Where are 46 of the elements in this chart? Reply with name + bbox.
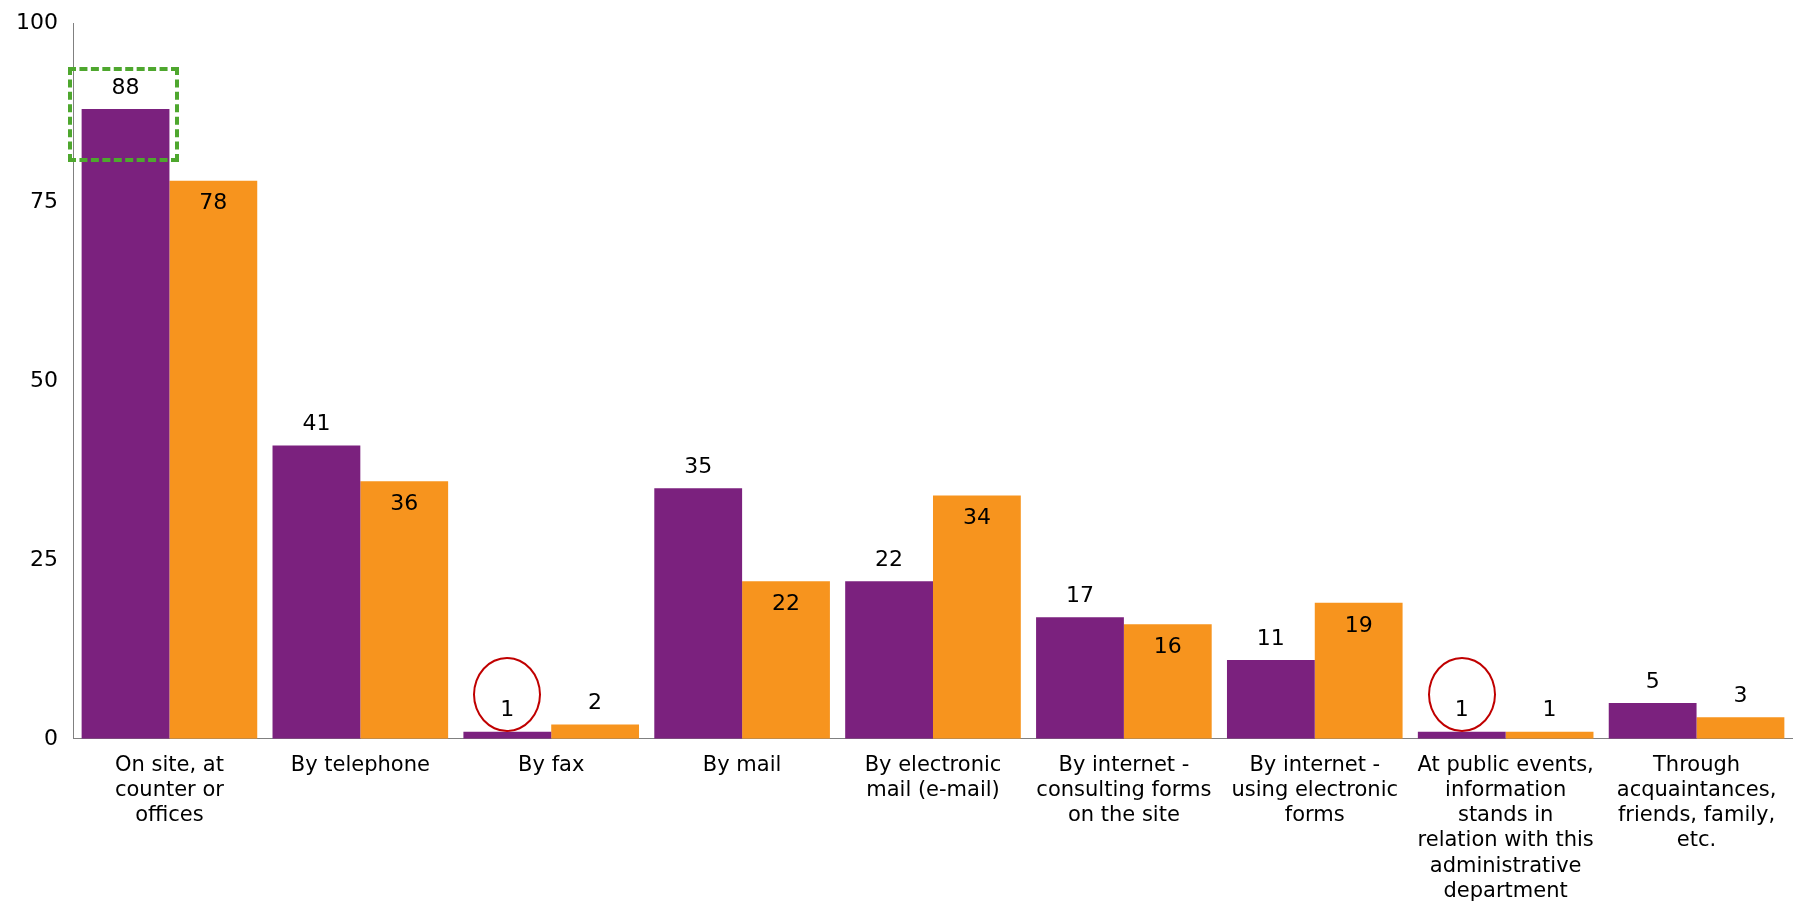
x-tick-label: By fax [518, 751, 585, 776]
data-label: 3 [1733, 682, 1748, 708]
data-label: 41 [302, 410, 331, 436]
y-tick-label: 25 [29, 545, 58, 571]
bar [1123, 624, 1212, 739]
data-label: 88 [111, 73, 140, 99]
y-tick-label: 50 [29, 366, 58, 392]
x-tick-label: At public events, information stands in relation with this administrative department [1417, 751, 1594, 902]
bar [169, 180, 258, 739]
data-label: 78 [199, 189, 228, 215]
data-label: 19 [1344, 611, 1373, 637]
data-label: 17 [1065, 581, 1094, 607]
bar [654, 488, 743, 739]
bar [742, 581, 830, 739]
data-label: 22 [875, 546, 904, 572]
y-tick-label: 75 [29, 187, 58, 213]
bar [551, 724, 640, 739]
data-label: 34 [962, 504, 991, 530]
bar [1036, 617, 1124, 739]
bar [1696, 717, 1785, 739]
data-label: 2 [588, 689, 603, 715]
x-tick-label: By mail [702, 751, 782, 776]
bar [933, 495, 1021, 739]
x-tick-label: By electronic mail (e-mail) [864, 751, 1002, 802]
data-label: 1 [500, 696, 515, 722]
bar [360, 481, 449, 739]
bar [1226, 660, 1315, 739]
x-tick-label: Through acquaintances, friends, family, etc. [1616, 751, 1777, 852]
data-label: 22 [772, 590, 801, 616]
data-label: 1 [1542, 696, 1557, 722]
bar [272, 445, 361, 739]
y-tick-label: 100 [15, 8, 58, 34]
data-label: 1 [1454, 696, 1469, 722]
bar [1314, 602, 1403, 739]
data-label: 16 [1153, 633, 1182, 659]
bar [845, 581, 933, 739]
data-label: 36 [390, 489, 419, 515]
x-tick-label: By internet - using electronic forms [1231, 751, 1399, 827]
x-tick-label: By internet - consulting forms on the site [1036, 751, 1212, 827]
x-tick-label: By telephone [290, 751, 430, 776]
y-tick-label: 0 [43, 724, 58, 750]
bar [1608, 703, 1697, 739]
data-label: 11 [1256, 624, 1285, 650]
x-tick-label: On site, at counter or offices [114, 751, 225, 827]
data-label: 5 [1645, 667, 1660, 693]
data-label: 35 [684, 453, 713, 479]
